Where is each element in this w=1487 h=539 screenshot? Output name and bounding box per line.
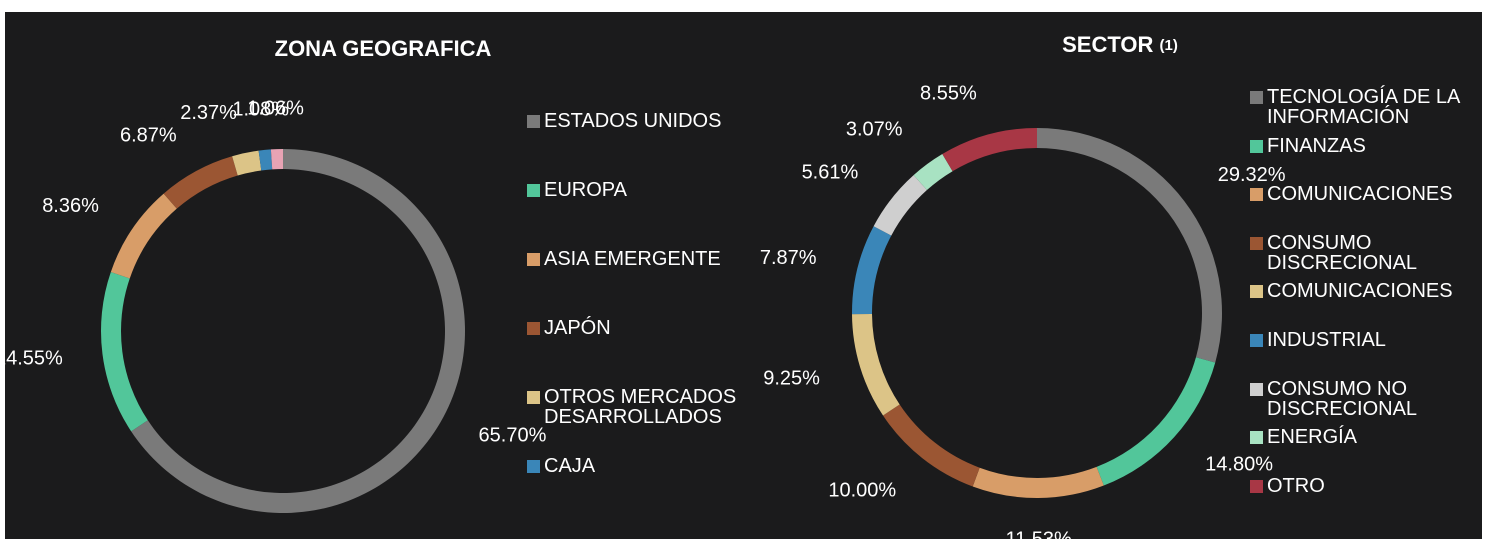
legend-label: FINANZAS <box>1267 134 1366 157</box>
legend-label: CONSUMO NO DISCRECIONAL <box>1267 377 1418 420</box>
slice <box>913 154 953 191</box>
legend-swatch <box>527 391 540 404</box>
legend-entry: OTRO <box>1250 476 1482 496</box>
legend-swatch <box>527 184 540 197</box>
legend-label: ASIA EMERGENTE <box>544 248 721 270</box>
legend-swatch <box>1250 334 1263 347</box>
slice <box>852 314 900 416</box>
chart-title: ZONA GEOGRAFICA <box>275 36 492 61</box>
slice <box>232 150 262 176</box>
legend-label: CAJA <box>544 455 596 477</box>
legend-label: OTRO <box>1267 474 1325 497</box>
legend-entry: JAPÓN <box>527 318 757 338</box>
slice <box>110 193 177 279</box>
legend-swatch <box>527 460 540 473</box>
slice <box>163 156 238 209</box>
slice <box>942 128 1037 172</box>
data-label: 14.55% <box>0 347 63 369</box>
legend-entry: OTROS MERCADOS DESARROLLADOS <box>527 387 757 427</box>
data-label: 3.07% <box>846 118 903 140</box>
data-label: 6.87% <box>120 124 177 146</box>
slice <box>1096 357 1216 486</box>
legend-entry: CONSUMO NO DISCRECIONAL <box>1250 379 1482 419</box>
legend-entry: CAJA <box>527 456 757 476</box>
legend-entry: ASIA EMERGENTE <box>527 249 757 269</box>
legend-swatch <box>1250 236 1263 250</box>
data-label: 9.25% <box>763 368 820 390</box>
slice <box>270 149 283 170</box>
legend-label: EUROPA <box>544 179 627 201</box>
data-label: 8.55% <box>920 82 977 104</box>
data-label: 8.36% <box>42 195 99 217</box>
chart-title: SECTOR (1) <box>1062 32 1178 57</box>
legend-swatch <box>527 253 540 266</box>
slice <box>100 271 148 432</box>
slice <box>972 466 1104 498</box>
slice <box>852 226 892 315</box>
legend-label: TECNOLOGÍA DE LA INFORMACIÓN <box>1267 86 1460 128</box>
data-label: 5.61% <box>802 161 859 183</box>
legend-label: OTROS MERCADOS DESARROLLADOS <box>544 386 737 428</box>
slice <box>258 149 273 171</box>
data-label: 29.32% <box>1218 164 1286 186</box>
data-label: 65.70% <box>479 424 547 446</box>
legend-swatch <box>1250 479 1263 493</box>
legend-swatch <box>1250 382 1263 396</box>
legend-swatch <box>1250 139 1263 153</box>
legend-entry: EUROPA <box>527 180 757 200</box>
legend-entry: INDUSTRIAL <box>1250 330 1482 350</box>
title-text: ZONA GEOGRAFICA <box>275 36 492 61</box>
legend-entry: CONSUMO DISCRECIONAL <box>1250 233 1482 273</box>
legend-swatch <box>1250 285 1263 299</box>
legend-swatch <box>1250 431 1263 445</box>
legend-label: COMUNICACIONES <box>1267 183 1453 206</box>
legend-entry: ESTADOS UNIDOS <box>527 111 757 131</box>
legend-label: JAPÓN <box>544 317 611 339</box>
panel <box>5 12 1482 539</box>
legend-entry: FINANZAS <box>1250 136 1482 156</box>
data-label: 14.80% <box>1205 454 1273 476</box>
title-note: (1) <box>1160 37 1178 54</box>
slice <box>883 404 980 487</box>
legend-swatch <box>527 115 540 128</box>
legend-swatch <box>527 322 540 335</box>
legend-label: INDUSTRIAL <box>1267 329 1386 351</box>
title-text: SECTOR <box>1062 32 1153 57</box>
legend-label: ESTADOS UNIDOS <box>544 110 722 132</box>
data-label: 2.37% <box>180 102 237 124</box>
legend-entry: TECNOLOGÍA DE LA INFORMACIÓN <box>1250 87 1482 127</box>
legend-entry: COMUNICACIONES <box>1250 184 1482 204</box>
data-label: 7.87% <box>760 247 817 269</box>
legend-label: ENERGÍA <box>1267 426 1358 449</box>
slice <box>873 175 927 236</box>
data-label: 11.53% <box>1005 528 1072 539</box>
legend-entry: COMUNICACIONES <box>1250 281 1482 301</box>
legend-label: COMUNICACIONES <box>1267 280 1453 303</box>
data-label: 1.06% <box>247 97 304 119</box>
slice <box>1037 128 1222 363</box>
legend-label: CONSUMO DISCRECIONAL <box>1267 231 1418 274</box>
data-label: 1.08% <box>232 98 289 120</box>
legend-swatch <box>1250 91 1263 104</box>
legend-swatch <box>1250 188 1263 202</box>
legend-entry: ENERGÍA <box>1250 427 1482 447</box>
data-label: 10.00% <box>828 479 896 501</box>
